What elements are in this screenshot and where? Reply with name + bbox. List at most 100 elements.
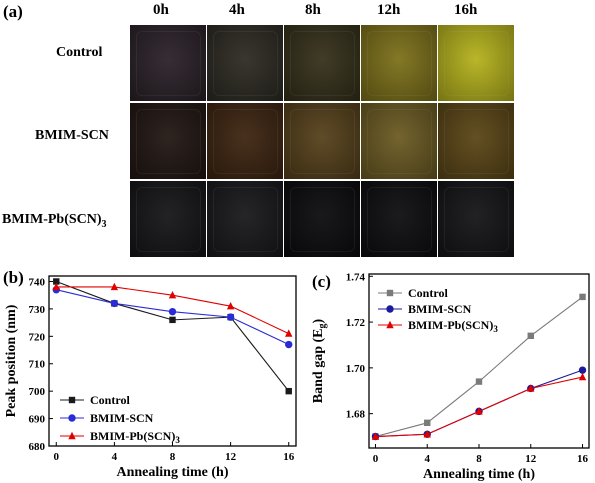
data-point bbox=[424, 419, 431, 427]
data-point bbox=[168, 290, 177, 299]
y-tick-label: 730 bbox=[29, 304, 46, 316]
data-point bbox=[110, 282, 119, 291]
time-label-4h: 4h bbox=[229, 2, 245, 18]
row-label-bmim-scn: BMIM-SCN bbox=[35, 128, 109, 143]
y-tick-label: 720 bbox=[29, 331, 46, 343]
data-point bbox=[52, 282, 60, 291]
x-tick-label: 8 bbox=[476, 453, 482, 465]
film-edge bbox=[213, 109, 278, 174]
panel-label: (c) bbox=[312, 272, 331, 291]
row-label-bmim-pb-scn3-text: BMIM-Pb(SCN) bbox=[2, 212, 102, 227]
series-line bbox=[375, 376, 583, 438]
data-point bbox=[285, 340, 293, 349]
film-edge bbox=[444, 187, 509, 252]
film-photo bbox=[361, 181, 437, 257]
film-photo bbox=[130, 181, 206, 257]
film-photo bbox=[207, 103, 283, 179]
x-tick-label: 16 bbox=[577, 453, 589, 465]
series-triangle bbox=[52, 282, 293, 337]
plot-frame bbox=[48, 275, 297, 447]
y-tick-label: 740 bbox=[29, 276, 46, 288]
film-photo bbox=[207, 181, 283, 257]
data-point bbox=[53, 278, 60, 285]
series-triangle bbox=[371, 372, 587, 440]
time-label-12h: 12h bbox=[377, 2, 401, 18]
legend-label-sub: 3 bbox=[493, 324, 498, 334]
film-photo bbox=[438, 103, 514, 179]
data-point bbox=[226, 301, 235, 310]
chart-peak-position: (b) 0 4 8 12 16 680 690 700 710 720 730 740 Annealing… bbox=[3, 268, 297, 480]
film-photo bbox=[438, 181, 514, 257]
legend: Control BMIM-SCN BMIM-Pb(SCN)3 bbox=[378, 286, 498, 334]
legend: Control BMIM-SCN BMIM-Pb(SCN)3 bbox=[60, 393, 180, 445]
film-photo bbox=[361, 103, 437, 179]
y-tick-label: 690 bbox=[29, 414, 46, 426]
film-edge bbox=[290, 187, 355, 252]
film-edge bbox=[213, 31, 278, 96]
legend-label: BMIM-SCN bbox=[408, 302, 472, 316]
legend-label: BMIM-SCN bbox=[90, 411, 154, 425]
x-tick-label: 0 bbox=[373, 453, 379, 465]
x-tick-label: 8 bbox=[170, 451, 176, 463]
panel-label: (b) bbox=[3, 268, 24, 287]
y-axis-label-text: Peak position (nm) bbox=[4, 304, 19, 417]
legend-label: BMIM-Pb(SCN)3 bbox=[90, 429, 180, 445]
legend-label-sub: 3 bbox=[175, 435, 180, 445]
film-edge bbox=[444, 31, 509, 96]
film-edge bbox=[367, 187, 432, 252]
data-point bbox=[579, 293, 586, 301]
y-tick-label: 700 bbox=[29, 386, 46, 398]
data-point bbox=[371, 432, 380, 440]
x-tick-label: 12 bbox=[525, 453, 537, 465]
time-label-16h: 16h bbox=[454, 2, 478, 18]
y-tick-label: 1.72 bbox=[346, 317, 366, 329]
data-point bbox=[527, 384, 535, 392]
legend-marker bbox=[386, 289, 394, 297]
legend-marker bbox=[68, 396, 76, 404]
time-label-8h: 8h bbox=[305, 2, 321, 18]
film-photo bbox=[284, 181, 360, 257]
y-tick-label: 1.74 bbox=[346, 271, 366, 283]
data-point bbox=[475, 378, 483, 385]
film-edge bbox=[367, 109, 432, 174]
legend-label-text: BMIM-SCN bbox=[408, 302, 472, 316]
film-edge bbox=[367, 31, 432, 96]
chart-band-gap: (c) 0 4 8 12 16 1.68 1.70 1.72 1.74 Annealing time… bbox=[311, 271, 590, 482]
legend-label: Control bbox=[90, 393, 130, 407]
legend-label-text: Control bbox=[408, 286, 448, 300]
legend-label-text: BMIM-Pb(SCN) bbox=[408, 318, 493, 332]
plot-frame bbox=[368, 273, 590, 449]
film-edge bbox=[136, 109, 201, 174]
row-label-bmim-pb-scn3: BMIM-Pb(SCN)3 bbox=[2, 212, 107, 230]
film-photo bbox=[130, 25, 206, 101]
film-edge bbox=[136, 31, 201, 96]
y-axis-label-end: ) bbox=[311, 318, 326, 323]
data-point bbox=[423, 430, 431, 438]
data-point bbox=[226, 313, 235, 321]
y-axis-label: Peak position (nm) bbox=[4, 304, 19, 417]
film-edge bbox=[444, 109, 509, 174]
y-axis-label: Band gap (Eg) bbox=[311, 318, 328, 403]
row-label-control: Control bbox=[56, 45, 103, 60]
film-edge bbox=[290, 31, 355, 96]
y-axis-label-text: Band gap (E bbox=[311, 328, 326, 403]
legend-marker bbox=[68, 414, 76, 422]
film-edge bbox=[136, 187, 201, 252]
legend-marker bbox=[386, 320, 394, 329]
legend-label-text: Control bbox=[90, 393, 130, 407]
x-tick-label: 16 bbox=[283, 451, 295, 463]
data-point bbox=[285, 329, 293, 337]
film-photo bbox=[284, 25, 360, 101]
x-tick-label: 12 bbox=[225, 451, 237, 463]
film-photo bbox=[361, 25, 437, 101]
series-circle bbox=[52, 286, 293, 349]
film-edge bbox=[290, 109, 355, 174]
y-axis-label-sub: g bbox=[317, 323, 328, 328]
y-tick-label: 1.68 bbox=[346, 409, 366, 421]
data-point bbox=[169, 316, 176, 324]
legend-label-text: BMIM-Pb(SCN) bbox=[90, 429, 175, 443]
data-point bbox=[285, 387, 292, 395]
film-photo bbox=[438, 25, 514, 101]
time-label-0h: 0h bbox=[153, 2, 169, 18]
y-tick-label: 710 bbox=[29, 359, 46, 371]
